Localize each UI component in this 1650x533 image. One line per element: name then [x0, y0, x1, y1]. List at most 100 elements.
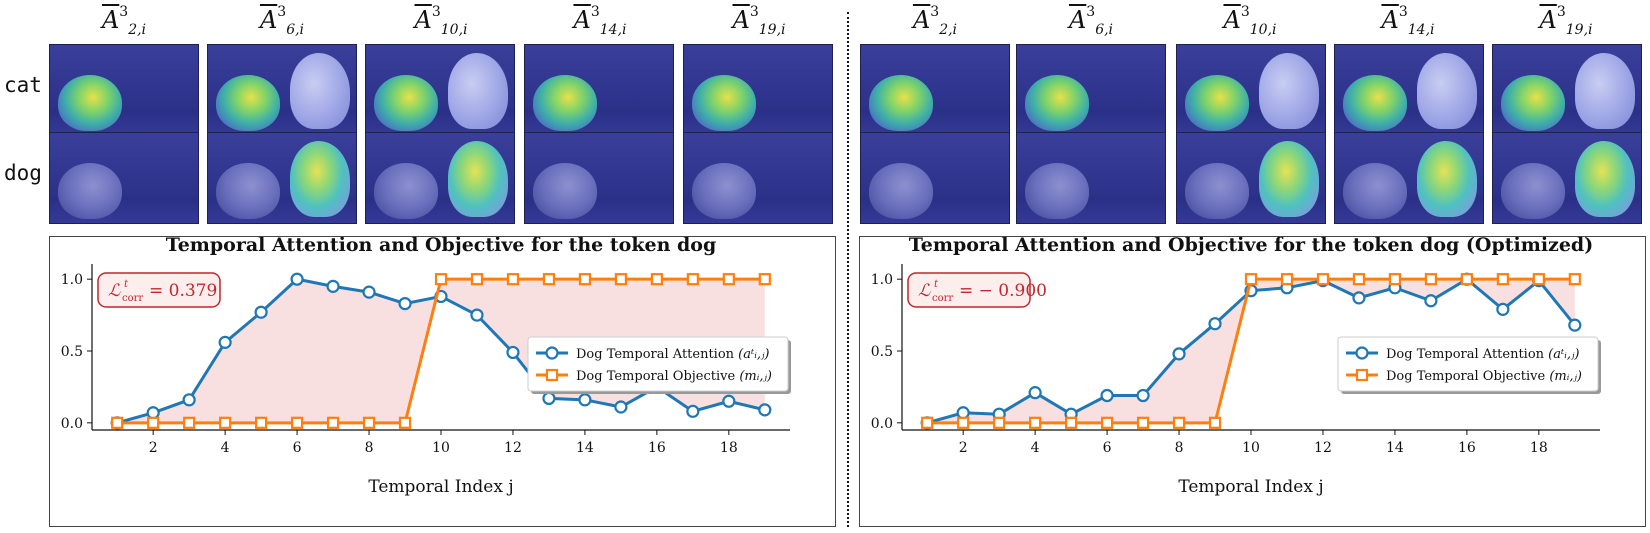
- column-header-right-4: A3 19,i: [1490, 4, 1642, 38]
- kitten-image: [58, 163, 122, 219]
- objective-point: [614, 273, 627, 286]
- objective-point: [758, 273, 771, 286]
- objective-point: [578, 273, 592, 286]
- header-subscript: 14,i: [1407, 22, 1435, 38]
- header-superscript: 3: [431, 4, 441, 20]
- attention-map-dog-3: [524, 132, 674, 224]
- kitten-image: [1025, 75, 1089, 131]
- header-subscript: 10,i: [440, 22, 468, 38]
- chart-title: Temporal Attention and Objective for the…: [166, 237, 717, 256]
- attention-map-cat-0: [49, 44, 199, 136]
- legend-label-0: Dog Temporal Attention (aᵗᵢ,ⱼ): [1386, 347, 1579, 362]
- chart-optimized: Temporal Attention and Objective for the…: [871, 234, 1601, 497]
- attention-point: [1028, 386, 1042, 400]
- attention-point: [1352, 291, 1366, 305]
- kitten-image: [1185, 75, 1249, 131]
- x-tick-label: 12: [1314, 440, 1332, 456]
- loss-superscript: t: [124, 279, 129, 290]
- x-tick-label: 14: [576, 440, 594, 456]
- kitten-image: [1185, 163, 1249, 219]
- attention-map-cat-2: [365, 44, 515, 136]
- objective-point: [183, 416, 196, 429]
- attention-point: [1172, 347, 1186, 361]
- legend: Dog Temporal Attention (aᵗᵢ,ⱼ)Dog Tempor…: [527, 336, 791, 394]
- header-symbol: A: [573, 6, 591, 34]
- chart-title: Temporal Attention and Objective for the…: [909, 237, 1593, 256]
- header-symbol: A: [912, 6, 931, 34]
- attention-map-dog-0: [49, 132, 199, 224]
- legend: Dog Temporal Attention (aᵗᵢ,ⱼ) Dog Tempor…: [1337, 336, 1601, 394]
- puppy-image: [290, 141, 350, 217]
- legend-marker-objective: [545, 368, 559, 382]
- attention-point: [1136, 388, 1150, 403]
- x-tick-label: 16: [1458, 440, 1476, 456]
- column-header-right-2: A3 10,i: [1174, 4, 1326, 38]
- column-header-right-0: A3 2,i: [859, 4, 1011, 38]
- objective-point: [147, 416, 160, 429]
- kitten-image: [1343, 163, 1407, 219]
- kitten-image: [1501, 75, 1565, 131]
- objective-point: [111, 416, 124, 429]
- attention-point: [1100, 388, 1114, 403]
- puppy-image: [1259, 141, 1319, 217]
- header-superscript: 3: [277, 4, 287, 20]
- objective-point: [686, 273, 699, 286]
- kitten-image: [692, 163, 756, 219]
- chart-panel-optimized: Temporal Attention and Objective for the…: [859, 234, 1646, 527]
- x-tick-label: 6: [1103, 440, 1112, 456]
- objective-point: [1065, 416, 1078, 429]
- attention-map-cat-7: [1176, 44, 1326, 136]
- attention-point: [218, 335, 232, 349]
- kitten-image: [1343, 75, 1407, 131]
- objective-point: [1172, 416, 1186, 429]
- objective-point: [434, 273, 448, 286]
- loss-value: = − 0.900: [959, 281, 1047, 301]
- header-symbol: A: [414, 6, 432, 34]
- objective-point: [1280, 273, 1294, 286]
- attention-point: [362, 285, 376, 299]
- y-tick-label: 1.0: [61, 272, 83, 288]
- header-superscript: 3: [1086, 4, 1096, 20]
- chart-original: Temporal Attention and Objective for the…: [61, 234, 791, 497]
- x-tick-label: 10: [432, 440, 450, 456]
- y-tick-label: 0.0: [61, 416, 83, 432]
- x-tick-label: 2: [149, 440, 158, 456]
- objective-point: [470, 273, 484, 286]
- attention-point: [722, 394, 736, 408]
- header-superscript: 3: [119, 4, 129, 20]
- attention-point: [146, 406, 160, 420]
- x-axis-label: Temporal Index j: [368, 477, 513, 497]
- objective-point: [1532, 273, 1545, 286]
- header-superscript: 3: [749, 4, 759, 20]
- x-tick-label: 8: [1175, 440, 1184, 456]
- header-symbol: A: [1223, 6, 1241, 34]
- objective-point: [1460, 273, 1473, 286]
- legend-label-1: Dog Temporal Objective (mᵢ,ⱼ): [1386, 369, 1582, 384]
- objective-point: [1029, 416, 1042, 429]
- objective-point: [957, 416, 970, 429]
- legend-symbol: (mᵢ,ⱼ): [1545, 369, 1582, 384]
- objective-point: [1388, 273, 1402, 286]
- header-symbol: A: [259, 6, 278, 34]
- objective-point: [1100, 416, 1114, 429]
- x-tick-label: 18: [1530, 440, 1548, 456]
- x-tick-label: 2: [959, 440, 968, 456]
- header-subscript: 2,i: [128, 22, 147, 38]
- puppy-image: [448, 53, 508, 129]
- header-symbol: A: [1068, 6, 1087, 34]
- kitten-image: [1025, 163, 1089, 219]
- objective-point: [290, 416, 304, 429]
- attention-point: [470, 308, 484, 322]
- y-tick-label: 0.5: [61, 344, 83, 360]
- loss-symbol: ℒ: [108, 281, 121, 301]
- header-superscript: 3: [1556, 4, 1566, 20]
- y-tick-label: 0.5: [871, 344, 893, 360]
- column-header-right-1: A3 6,i: [1015, 4, 1167, 38]
- row-label-dog: dog: [4, 161, 42, 185]
- puppy-image: [1417, 53, 1477, 129]
- attention-point: [686, 404, 700, 418]
- x-tick-label: 4: [221, 440, 230, 456]
- fill-between-area: [927, 279, 1575, 423]
- header-subscript: 14,i: [599, 22, 627, 38]
